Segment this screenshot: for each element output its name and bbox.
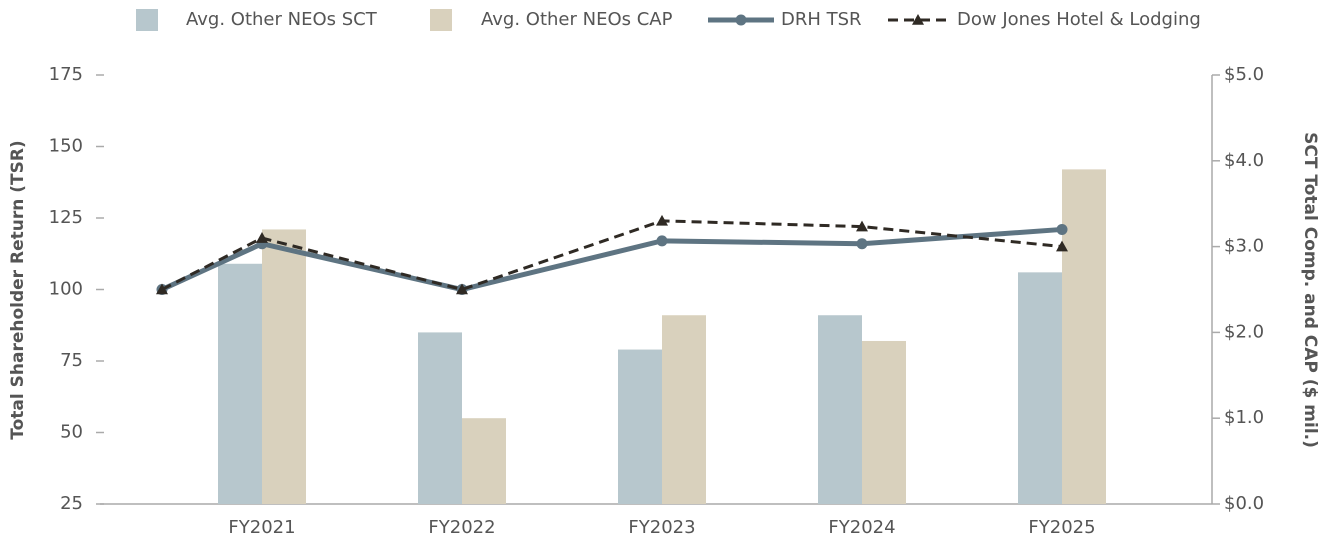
marker (856, 238, 868, 250)
y-tick-label: 125 (49, 207, 83, 228)
marker (456, 283, 468, 295)
bar (1018, 272, 1062, 504)
y-tick-label: 50 (60, 422, 83, 443)
legend-label: DRH TSR (781, 9, 862, 30)
x-tick-label: FY2023 (628, 517, 695, 538)
legend-swatch (430, 9, 452, 31)
marker (156, 283, 168, 295)
y2-tick-label: $3.0 (1224, 236, 1264, 257)
y2-tick-label: $5.0 (1224, 64, 1264, 85)
line (160, 226, 1063, 293)
y-tick-label: 100 (49, 279, 83, 300)
x-tick-label: FY2021 (228, 517, 295, 538)
y2-tick-label: $4.0 (1224, 150, 1264, 171)
y2-axis-label: SCT Total Comp. and CAP ($ mil.) (1300, 132, 1320, 448)
bar (862, 340, 906, 504)
x-tick-label: FY2024 (828, 517, 895, 538)
marker (1056, 223, 1068, 235)
legend-label: Avg. Other NEOs SCT (186, 9, 378, 30)
y-tick-label: 150 (49, 136, 83, 157)
bar (662, 315, 706, 504)
bar (262, 229, 306, 504)
y-axis-label: Total Shareholder Return (TSR) (8, 140, 28, 439)
bar (462, 418, 506, 504)
marker (656, 235, 668, 247)
x-tick-label: FY2025 (1028, 517, 1095, 538)
line (161, 219, 1063, 292)
y-tick-label: 25 (60, 493, 83, 514)
bar (618, 349, 662, 504)
legend-label: Dow Jones Hotel & Lodging (957, 9, 1201, 30)
bar (418, 332, 462, 504)
bar (818, 315, 862, 504)
x-tick-label: FY2022 (428, 517, 495, 538)
y2-tick-label: $2.0 (1224, 321, 1264, 342)
legend-label: Avg. Other NEOs CAP (481, 9, 673, 30)
y-tick-label: 175 (49, 64, 83, 85)
y2-tick-label: $1.0 (1224, 407, 1264, 428)
legend-marker (912, 14, 924, 25)
marker (656, 214, 668, 226)
bar (1062, 169, 1106, 504)
marker (256, 232, 268, 243)
y-tick-label: 75 (60, 350, 83, 371)
marker (856, 220, 868, 232)
bar (218, 263, 262, 504)
legend-swatch (136, 9, 158, 31)
marker (1056, 240, 1068, 252)
y2-tick-label: $0.0 (1224, 493, 1264, 514)
legend-marker (735, 14, 747, 26)
